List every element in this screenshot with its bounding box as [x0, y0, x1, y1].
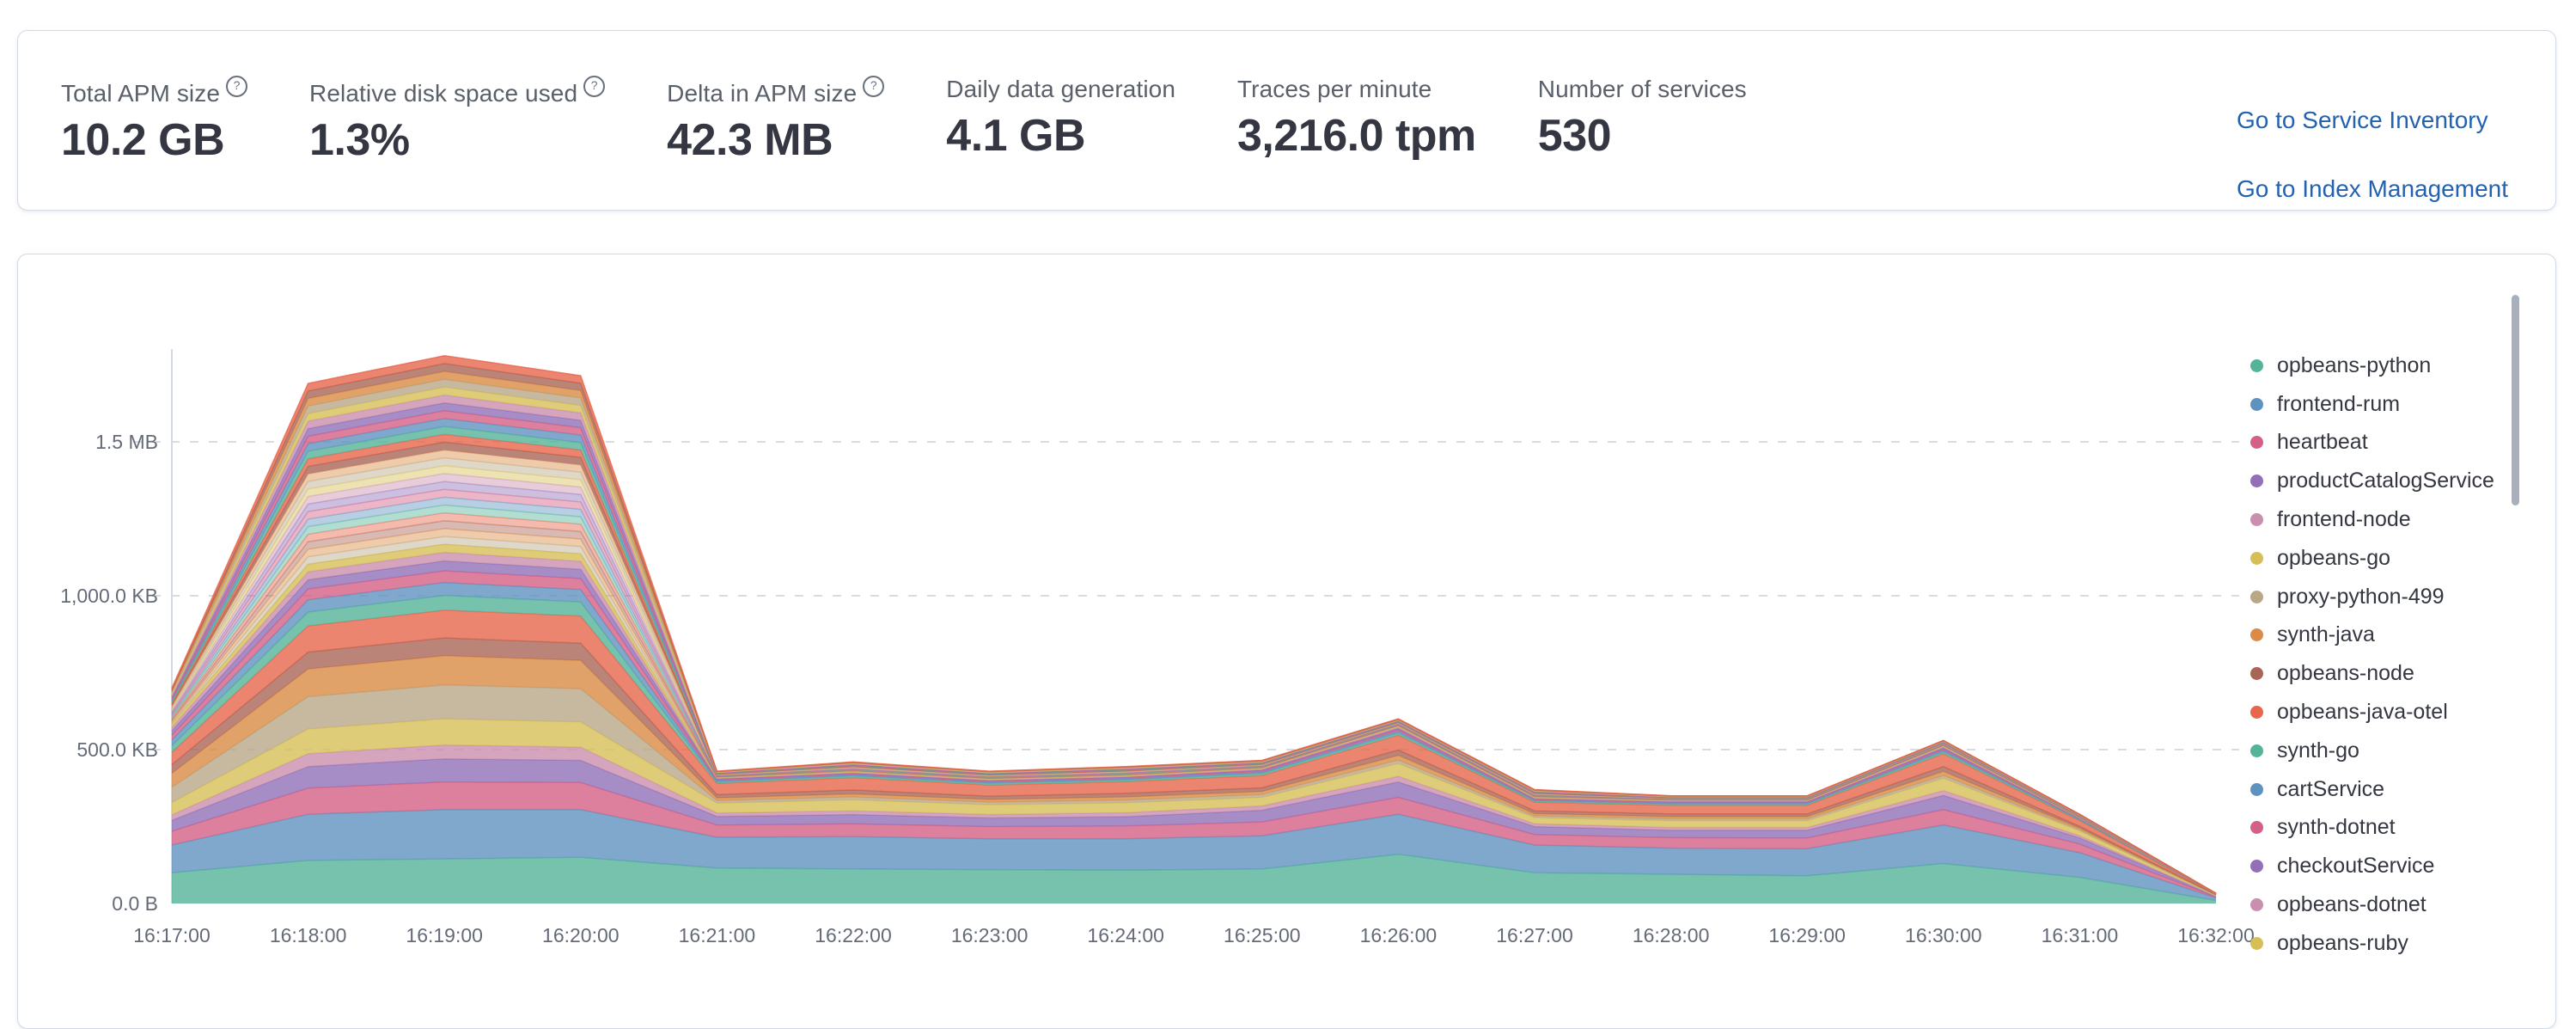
legend-item-label: cartService: [2277, 776, 2385, 801]
legend-item[interactable]: frontend-rum: [2250, 385, 2508, 424]
svg-text:500.0 KB: 500.0 KB: [76, 738, 158, 761]
svg-text:16:27:00: 16:27:00: [1496, 924, 1573, 946]
svg-text:16:25:00: 16:25:00: [1224, 924, 1301, 946]
svg-text:16:20:00: 16:20:00: [542, 924, 620, 946]
legend-item-label: heartbeat: [2277, 430, 2368, 455]
series-color-dot-icon: [2250, 782, 2263, 796]
storage-summary-panel: Total APM size? 10.2 GB Relative disk sp…: [17, 30, 2556, 211]
svg-text:16:23:00: 16:23:00: [951, 924, 1029, 946]
legend-item-label: opbeans-ruby: [2277, 930, 2408, 955]
chart-legend: opbeans-python frontend-rum heartbeat produ…: [2250, 346, 2508, 963]
help-icon[interactable]: ?: [583, 76, 606, 97]
series-color-dot-icon: [2250, 744, 2263, 757]
legend-item[interactable]: opbeans-go: [2250, 539, 2508, 578]
storage-timeseries-panel: 0.0 B 500.0 KB 1,000.0 KB 1.5 MB 16:17:00 16:…: [17, 254, 2556, 1029]
series-color-dot-icon: [2250, 358, 2263, 372]
legend-item-label: opbeans-node: [2277, 661, 2414, 686]
legend-item[interactable]: heartbeat: [2250, 424, 2508, 462]
legend-item-label: opbeans-dotnet: [2277, 892, 2426, 917]
stat-number-of-services: Number of services 530: [1538, 76, 1747, 166]
stat-label: Traces per minute: [1237, 76, 1432, 102]
legend-item-label: frontend-rum: [2277, 391, 2401, 416]
svg-text:16:29:00: 16:29:00: [1768, 924, 1846, 946]
legend-item-label: opbeans-python: [2277, 352, 2432, 377]
legend-item[interactable]: productCatalogService: [2250, 462, 2508, 500]
svg-text:1,000.0 KB: 1,000.0 KB: [60, 585, 158, 607]
stat-delta-apm-size: Delta in APM size? 42.3 MB: [667, 76, 885, 166]
series-color-dot-icon: [2250, 551, 2263, 565]
svg-text:16:28:00: 16:28:00: [1633, 924, 1710, 946]
panel-links: Go to Service Inventory Go to Index Mana…: [2237, 107, 2508, 203]
legend-item-label: opbeans-go: [2277, 545, 2391, 570]
series-color-dot-icon: [2250, 898, 2263, 912]
series-color-dot-icon: [2250, 397, 2263, 411]
series-color-dot-icon: [2250, 513, 2263, 527]
legend-scrollbar-thumb[interactable]: [2512, 295, 2519, 505]
storage-timeseries-chart[interactable]: 0.0 B 500.0 KB 1,000.0 KB 1.5 MB 16:17:00 16:…: [18, 254, 2555, 1028]
svg-text:16:26:00: 16:26:00: [1360, 924, 1438, 946]
stat-value: 4.1 GB: [946, 111, 1086, 161]
legend-item-label: synth-dotnet: [2277, 815, 2396, 840]
help-icon[interactable]: ?: [863, 76, 885, 97]
stat-value: 1.3%: [309, 115, 410, 165]
svg-text:16:18:00: 16:18:00: [270, 924, 347, 946]
go-to-service-inventory-link[interactable]: Go to Service Inventory: [2237, 107, 2488, 133]
stat-label: Total APM size: [61, 80, 221, 107]
legend-item[interactable]: opbeans-dotnet: [2250, 885, 2508, 924]
legend-item[interactable]: cartService: [2250, 770, 2508, 809]
svg-text:16:22:00: 16:22:00: [815, 924, 892, 946]
legend-item[interactable]: opbeans-python: [2250, 346, 2508, 385]
series-color-dot-icon: [2250, 590, 2263, 603]
stat-label: Relative disk space used: [309, 80, 578, 107]
series-color-dot-icon: [2250, 706, 2263, 720]
svg-text:16:24:00: 16:24:00: [1087, 924, 1164, 946]
legend-item[interactable]: frontend-node: [2250, 500, 2508, 539]
go-to-index-management-link[interactable]: Go to Index Management: [2237, 175, 2508, 202]
legend-item[interactable]: proxy-python-499: [2250, 578, 2508, 616]
legend-item[interactable]: synth-go: [2250, 732, 2508, 770]
legend-item[interactable]: opbeans-java-otel: [2250, 693, 2508, 732]
svg-text:16:19:00: 16:19:00: [406, 924, 483, 946]
svg-text:0.0 B: 0.0 B: [112, 892, 158, 915]
stat-daily-data-generation: Daily data generation 4.1 GB: [946, 76, 1175, 166]
legend-item-label: synth-java: [2277, 622, 2375, 647]
series-color-dot-icon: [2250, 667, 2263, 681]
series-color-dot-icon: [2250, 821, 2263, 835]
legend-item[interactable]: checkoutService: [2250, 847, 2508, 885]
series-color-dot-icon: [2250, 860, 2263, 873]
series-color-dot-icon: [2250, 436, 2263, 450]
stat-value: 3,216.0 tpm: [1237, 111, 1476, 161]
stat-value: 42.3 MB: [667, 115, 833, 165]
stat-value: 10.2 GB: [61, 115, 225, 165]
legend-item[interactable]: synth-dotnet: [2250, 809, 2508, 848]
legend-item-label: checkoutService: [2277, 854, 2435, 879]
legend-item-label: proxy-python-499: [2277, 584, 2445, 609]
legend-item[interactable]: opbeans-ruby: [2250, 924, 2508, 963]
series-color-dot-icon: [2250, 936, 2263, 950]
help-icon[interactable]: ?: [226, 76, 248, 97]
legend-item-label: productCatalogService: [2277, 469, 2494, 493]
legend-item-label: opbeans-java-otel: [2277, 700, 2448, 725]
series-color-dot-icon: [2250, 628, 2263, 642]
stat-traces-per-minute: Traces per minute 3,216.0 tpm: [1237, 76, 1476, 166]
legend-item[interactable]: synth-java: [2250, 616, 2508, 655]
stats-row: Total APM size? 10.2 GB Relative disk sp…: [18, 31, 2555, 166]
stat-label: Delta in APM size: [667, 80, 858, 107]
legend-item[interactable]: opbeans-node: [2250, 654, 2508, 693]
stat-label: Daily data generation: [946, 76, 1176, 102]
svg-text:16:21:00: 16:21:00: [679, 924, 756, 946]
stat-relative-disk-space: Relative disk space used? 1.3%: [309, 76, 606, 166]
svg-text:1.5 MB: 1.5 MB: [95, 431, 158, 453]
legend-item-label: synth-go: [2277, 738, 2359, 763]
stat-label: Number of services: [1537, 76, 1747, 102]
svg-text:16:17:00: 16:17:00: [133, 924, 211, 946]
legend-item-label: frontend-node: [2277, 507, 2411, 532]
svg-text:16:32:00: 16:32:00: [2177, 924, 2255, 946]
series-color-dot-icon: [2250, 475, 2263, 488]
stat-total-apm-size: Total APM size? 10.2 GB: [61, 76, 248, 166]
svg-text:16:30:00: 16:30:00: [1905, 924, 1982, 946]
svg-text:16:31:00: 16:31:00: [2042, 924, 2119, 946]
stat-value: 530: [1537, 111, 1612, 161]
